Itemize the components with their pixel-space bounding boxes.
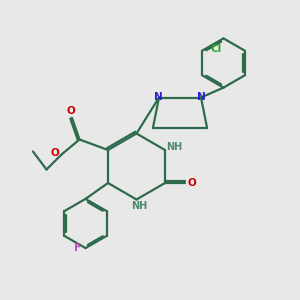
Text: NH: NH bbox=[131, 201, 148, 211]
Text: N: N bbox=[196, 92, 206, 102]
Text: O: O bbox=[188, 178, 196, 188]
Text: O: O bbox=[66, 106, 75, 116]
Text: O: O bbox=[50, 148, 59, 158]
Text: N: N bbox=[154, 92, 163, 102]
Text: Cl: Cl bbox=[211, 44, 222, 54]
Text: NH: NH bbox=[167, 142, 183, 152]
Text: F: F bbox=[74, 243, 81, 253]
